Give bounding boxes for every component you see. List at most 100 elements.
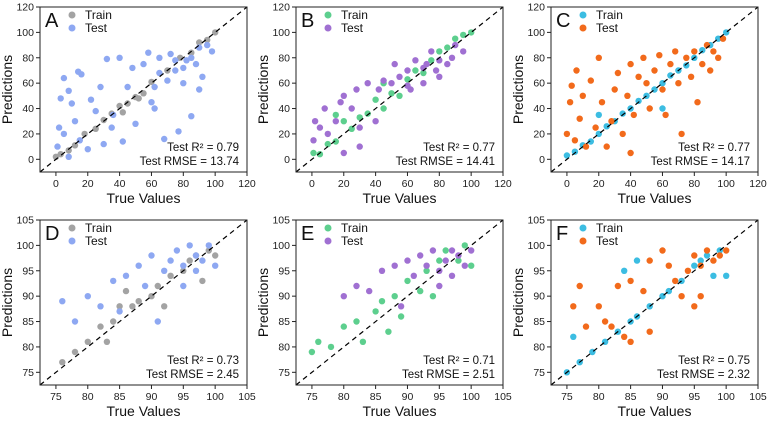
- data-point: [703, 252, 711, 259]
- legend-label: Train: [596, 8, 623, 22]
- x-axis-label: True Values: [107, 403, 181, 419]
- legend-marker: [68, 24, 76, 32]
- data-point: [635, 73, 642, 81]
- data-point: [573, 67, 580, 74]
- y-tick-label: 120: [16, 2, 34, 14]
- data-point: [621, 333, 628, 340]
- data-point: [124, 83, 131, 91]
- data-point: [576, 115, 583, 122]
- data-point: [310, 149, 317, 157]
- panel-letter: B: [301, 10, 314, 32]
- legend-marker: [579, 11, 587, 19]
- data-point: [140, 60, 147, 68]
- legend-label: Train: [85, 8, 112, 22]
- data-point: [188, 113, 195, 120]
- data-point: [611, 86, 618, 93]
- y-axis-label: Predictions: [255, 268, 271, 337]
- data-point: [196, 86, 203, 93]
- data-point: [71, 142, 79, 149]
- y-tick-label: 0: [539, 154, 545, 166]
- data-point: [151, 105, 158, 112]
- data-point: [667, 72, 674, 79]
- data-point: [356, 124, 363, 131]
- data-point: [173, 247, 181, 254]
- y-tick-label: 85: [533, 316, 545, 328]
- legend-label: Test: [341, 21, 364, 35]
- data-point: [468, 247, 475, 254]
- data-point: [129, 303, 136, 310]
- data-point: [592, 124, 599, 131]
- y-tick-label: 95: [22, 265, 34, 277]
- data-point: [103, 338, 111, 345]
- data-point: [432, 67, 440, 74]
- panel-letter: F: [556, 223, 568, 245]
- data-point: [92, 125, 99, 132]
- data-point: [601, 318, 609, 325]
- data-point: [180, 64, 187, 72]
- data-point: [192, 252, 200, 259]
- data-point: [621, 267, 628, 274]
- y-tick-label: 90: [278, 291, 290, 303]
- data-point: [348, 125, 355, 132]
- x-tick-label: 0: [309, 178, 315, 190]
- series-test: [310, 41, 467, 157]
- data-point: [582, 323, 590, 330]
- data-point: [359, 338, 367, 345]
- y-tick-label: 100: [272, 27, 290, 39]
- x-tick-label: 100: [717, 391, 735, 403]
- legend-label: Test: [85, 21, 108, 35]
- data-point: [141, 282, 149, 290]
- data-point: [388, 90, 395, 97]
- data-point: [448, 247, 456, 254]
- data-point: [378, 298, 386, 305]
- data-point: [97, 303, 104, 310]
- data-point: [78, 71, 85, 78]
- data-point: [627, 277, 634, 285]
- data-point: [396, 92, 403, 100]
- data-point: [672, 48, 679, 55]
- data-point: [119, 109, 127, 116]
- data-point: [687, 73, 695, 81]
- data-point: [172, 67, 179, 74]
- data-point: [587, 138, 594, 145]
- x-tick-label: 120: [494, 178, 512, 190]
- data-point: [707, 67, 714, 74]
- data-point: [436, 282, 443, 290]
- y-tick-label: 80: [533, 52, 545, 64]
- data-point: [167, 50, 174, 58]
- legend-marker: [324, 237, 332, 245]
- data-point: [703, 247, 711, 254]
- data-point: [110, 318, 117, 325]
- x-tick-label: 95: [177, 391, 189, 403]
- data-point: [57, 95, 64, 102]
- x-tick-label: 85: [370, 391, 382, 403]
- panel-f: 75 80 85 90 95 100 105 75 80 85 90 95 100 105 True Val…: [510, 215, 767, 420]
- data-point: [208, 48, 216, 55]
- plot-frame: [295, 219, 504, 386]
- x-tick-label: 120: [238, 178, 256, 190]
- data-point: [175, 128, 182, 135]
- data-point: [667, 60, 674, 68]
- plot-frame: [39, 6, 248, 173]
- x-tick-label: 20: [593, 178, 605, 190]
- y-tick-label: 20: [278, 128, 290, 140]
- data-point: [154, 318, 161, 325]
- data-point: [391, 262, 398, 269]
- stat-text: Test R² = 0.77: [678, 142, 750, 154]
- data-point: [316, 151, 324, 158]
- y-tick-label: 75: [278, 367, 290, 379]
- data-point: [659, 247, 666, 254]
- stat-text: Test RMSE = 2.51: [402, 369, 495, 381]
- y-tick-label: 75: [533, 367, 545, 379]
- data-point: [167, 272, 174, 279]
- data-point: [646, 328, 653, 335]
- y-axis-label: Predictions: [0, 55, 15, 124]
- data-point: [68, 100, 76, 107]
- data-point: [315, 338, 322, 345]
- plot-frame: [550, 6, 759, 173]
- x-tick-label: 100: [462, 178, 480, 190]
- panel-letter: D: [45, 223, 59, 245]
- data-point: [420, 80, 427, 87]
- series-test: [563, 35, 727, 157]
- x-tick-label: 105: [494, 391, 512, 403]
